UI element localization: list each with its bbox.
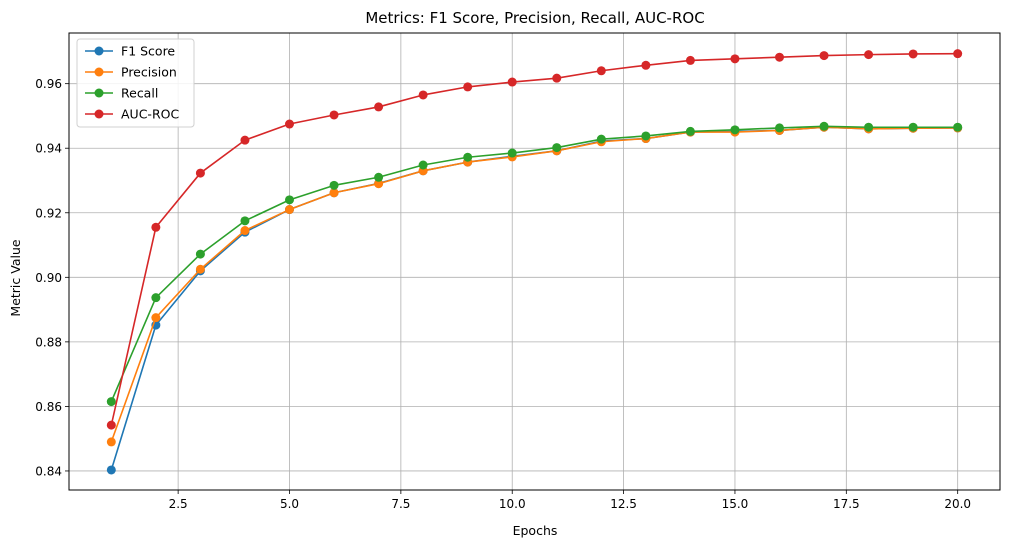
data-point-auc-roc: [151, 222, 161, 232]
data-point-auc-roc: [819, 51, 829, 61]
data-point-recall: [418, 160, 428, 170]
data-point-recall: [953, 122, 963, 132]
series-line-auc-roc: [110, 52, 958, 426]
x-tick-label: 20.0: [944, 497, 971, 511]
y-tick-label: 0.94: [35, 142, 62, 156]
data-point-recall: [240, 216, 250, 226]
data-point-recall: [819, 121, 829, 131]
data-point-recall: [374, 172, 384, 182]
y-tick-label: 0.92: [35, 206, 62, 220]
legend-label-recall: Recall: [121, 86, 158, 101]
data-point-auc-roc: [463, 82, 473, 92]
legend: F1 Score Precision Recall AUC-ROC: [76, 38, 195, 128]
data-point-precision: [240, 226, 250, 236]
data-point-auc-roc: [730, 54, 740, 64]
data-point-auc-roc: [552, 73, 562, 83]
data-point-precision: [106, 437, 116, 447]
legend-swatch-marker-f1-score: [94, 46, 104, 56]
data-point-precision: [151, 313, 161, 323]
data-point-precision: [195, 264, 205, 274]
x-tick-label: 5.0: [280, 497, 299, 511]
data-point-auc-roc: [953, 49, 963, 59]
y-axis-label: Metric Value: [8, 239, 23, 316]
grid-lines: [69, 33, 1000, 490]
data-point-precision: [329, 188, 339, 198]
data-point-auc-roc: [329, 110, 339, 120]
legend-label-f1-score: F1 Score: [121, 44, 175, 59]
series-lines: [106, 49, 963, 475]
data-point-recall: [730, 125, 740, 135]
x-axis-label: Epochs: [513, 523, 558, 538]
series-recall: [106, 121, 963, 407]
data-point-recall: [151, 293, 161, 303]
data-point-auc-roc: [775, 52, 784, 62]
x-axis: 2.5 5.0 7.5 10.0 12.5 15.0 17.5 20.0: [169, 490, 971, 511]
data-point-recall: [285, 195, 294, 205]
x-tick-label: 7.5: [391, 497, 410, 511]
data-point-auc-roc: [285, 119, 294, 129]
data-point-precision: [285, 205, 294, 215]
legend-box: [76, 38, 195, 128]
y-tick-label: 0.96: [35, 77, 62, 91]
x-tick-label: 17.5: [833, 497, 860, 511]
data-point-precision: [374, 179, 384, 189]
data-point-recall: [329, 180, 339, 190]
legend-label-precision: Precision: [121, 65, 177, 80]
data-point-auc-roc: [195, 168, 205, 178]
data-point-recall: [775, 123, 784, 133]
data-point-recall: [641, 131, 651, 141]
data-point-auc-roc: [596, 66, 606, 76]
chart-title: Metrics: F1 Score, Precision, Recall, AU…: [365, 9, 704, 27]
data-point-auc-roc: [685, 55, 695, 65]
series-line-recall: [110, 125, 958, 402]
plot-frame: [68, 32, 1001, 491]
x-tick-label: 2.5: [169, 497, 188, 511]
x-tick-label: 12.5: [610, 497, 637, 511]
data-point-recall: [552, 143, 562, 153]
data-point-auc-roc: [864, 50, 874, 60]
data-point-recall: [864, 122, 874, 132]
y-tick-label: 0.84: [35, 464, 62, 478]
x-tick-label: 15.0: [722, 497, 749, 511]
legend-label-auc-roc: AUC-ROC: [121, 107, 179, 122]
data-point-recall: [685, 126, 695, 136]
x-tick-label: 10.0: [499, 497, 526, 511]
legend-swatch-marker-auc-roc: [94, 109, 104, 119]
series-line-precision: [110, 126, 958, 443]
series-auc-roc: [106, 49, 963, 430]
data-point-recall: [195, 249, 205, 259]
data-point-auc-roc: [641, 60, 651, 70]
data-point-recall: [596, 134, 606, 144]
data-point-recall: [463, 152, 473, 162]
data-point-auc-roc: [106, 420, 116, 430]
y-tick-label: 0.88: [35, 335, 62, 349]
y-axis: 0.84 0.86 0.88 0.90 0.92 0.94 0.96: [35, 77, 69, 478]
legend-swatch-marker-recall: [94, 88, 104, 98]
y-tick-label: 0.90: [35, 271, 62, 285]
data-point-auc-roc: [374, 102, 384, 112]
data-point-auc-roc: [507, 77, 517, 87]
data-point-auc-roc: [908, 49, 918, 59]
data-point-auc-roc: [418, 90, 428, 100]
data-point-f1-score: [106, 465, 116, 475]
data-point-auc-roc: [240, 135, 250, 145]
data-point-recall: [908, 122, 918, 132]
data-point-recall: [106, 397, 116, 407]
data-point-recall: [507, 148, 517, 158]
legend-swatch-marker-precision: [94, 67, 104, 77]
y-tick-label: 0.86: [35, 400, 62, 414]
